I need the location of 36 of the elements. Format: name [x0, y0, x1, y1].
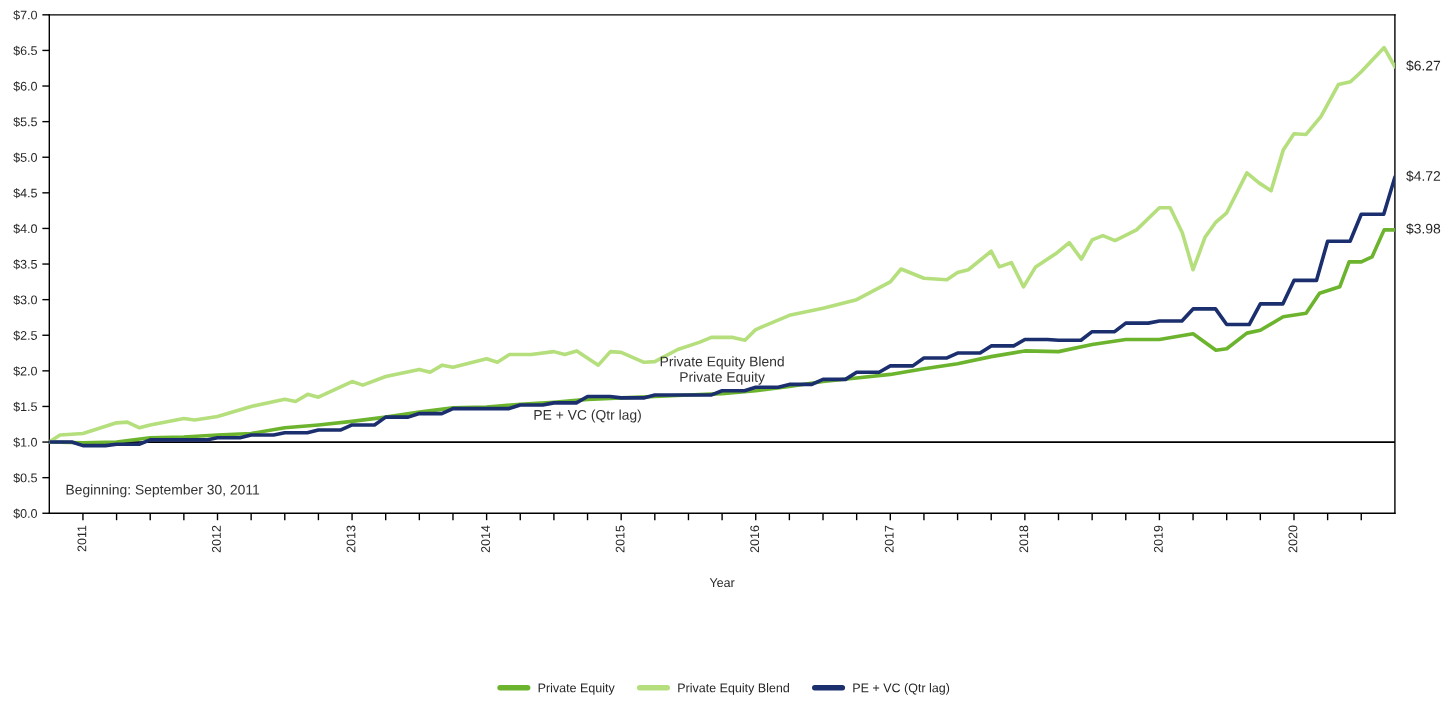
x-tick-label: 2012: [212, 525, 221, 553]
y-tick-label: $6.5: [13, 45, 37, 56]
y-tick-label: $4.0: [13, 223, 38, 234]
y-tick-label: $6.0: [13, 81, 38, 92]
x-tick-label: 2015: [615, 525, 625, 553]
annotation: Private Equity Blend: [660, 356, 784, 370]
x-axis-title: Year: [709, 578, 735, 588]
legend-label: Private Equity Blend: [678, 683, 789, 695]
annotation: Beginning: September 30, 2011: [66, 484, 260, 498]
y-tick-label: $7.0: [13, 10, 38, 21]
y-tick-label: $0.5: [13, 472, 37, 484]
y-tick-label: $5.5: [13, 116, 37, 128]
y-tick-label: $4.5: [13, 188, 37, 199]
legend-label: Private Equity: [538, 683, 615, 695]
legend-label: PE + VC (Qtr lag): [853, 683, 950, 695]
annotation: Private Equity: [680, 371, 765, 385]
y-tick-label: $3.5: [13, 259, 37, 270]
x-tick-label: 2017: [884, 525, 894, 553]
y-tick-label: $2.0: [13, 366, 38, 377]
annotation: PE + VC (Qtr lag): [534, 409, 641, 423]
x-tick-label: 2019: [1153, 525, 1163, 553]
y-tick-label: $3.0: [13, 294, 38, 306]
x-tick-label: 2014: [481, 525, 490, 553]
x-tick-label: 2011: [77, 525, 87, 552]
y-tick-label: $0.0: [13, 508, 38, 519]
y-tick-label: $1.0: [13, 437, 38, 448]
x-tick-label: 2013: [346, 525, 356, 553]
data-label: $3.98: [1406, 223, 1441, 235]
x-tick-label: 2016: [750, 525, 760, 553]
x-tick-label: 2020: [1288, 525, 1298, 553]
data-label: $4.72: [1406, 170, 1441, 182]
y-tick-label: $1.5: [13, 401, 37, 412]
y-tick-label: $5.0: [13, 152, 38, 163]
x-tick-label: 2018: [1019, 525, 1029, 553]
data-label: $6.27: [1406, 60, 1441, 72]
y-tick-label: $2.5: [13, 330, 37, 341]
